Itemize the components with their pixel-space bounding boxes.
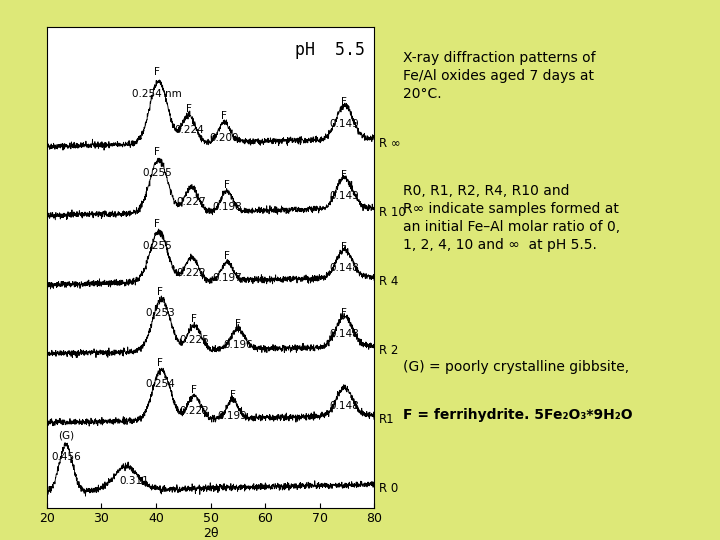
Text: F: F — [221, 111, 228, 122]
Text: X-ray diffraction patterns of
Fe/Al oxides aged 7 days at
20°C.: X-ray diffraction patterns of Fe/Al oxid… — [403, 51, 596, 101]
Text: R 0: R 0 — [379, 482, 398, 495]
Text: 0.255: 0.255 — [143, 241, 172, 251]
Text: R1: R1 — [379, 413, 395, 426]
Text: F: F — [186, 104, 192, 114]
Text: 0.227: 0.227 — [176, 197, 207, 207]
Text: 0.222: 0.222 — [179, 407, 209, 416]
Text: F: F — [341, 170, 347, 180]
Text: (G): (G) — [58, 430, 74, 441]
Text: 0.311: 0.311 — [120, 476, 149, 485]
Text: 0.148: 0.148 — [330, 263, 359, 273]
Text: 0.148: 0.148 — [330, 329, 359, 339]
Text: 0.149: 0.149 — [330, 119, 359, 129]
Text: 0.456: 0.456 — [51, 451, 81, 462]
Text: 0.197: 0.197 — [212, 273, 242, 282]
Text: R0, R1, R2, R4, R10 and
R∞ indicate samples formed at
an initial Fe–Al molar rat: R0, R1, R2, R4, R10 and R∞ indicate samp… — [403, 185, 621, 252]
Text: 0.196: 0.196 — [223, 340, 253, 350]
Text: 0.200: 0.200 — [210, 132, 239, 143]
Text: F: F — [192, 314, 197, 324]
Text: 0.222: 0.222 — [176, 268, 207, 278]
Text: F: F — [154, 147, 160, 157]
Text: F: F — [154, 68, 160, 77]
Text: F: F — [341, 97, 347, 107]
Text: pH  5.5: pH 5.5 — [294, 42, 364, 59]
Text: F = ferrihydrite. 5Fe₂O₃*9H₂O: F = ferrihydrite. 5Fe₂O₃*9H₂O — [403, 408, 633, 422]
Text: 0.254 nm: 0.254 nm — [132, 89, 182, 99]
Text: F: F — [154, 219, 160, 230]
Text: R 10: R 10 — [379, 206, 405, 219]
Text: F: F — [224, 180, 230, 190]
Text: 0.255: 0.255 — [143, 168, 172, 178]
Text: 0.253: 0.253 — [145, 308, 175, 319]
Text: F: F — [341, 308, 347, 318]
Text: 0.224: 0.224 — [174, 125, 204, 135]
Text: R ∞: R ∞ — [379, 137, 400, 150]
Text: 0.198: 0.198 — [212, 201, 242, 212]
X-axis label: 2θ: 2θ — [203, 527, 218, 540]
Text: 0.225: 0.225 — [179, 335, 209, 346]
Text: R 4: R 4 — [379, 275, 398, 288]
Text: F: F — [157, 287, 163, 297]
Text: R 2: R 2 — [379, 344, 398, 357]
Text: (G) = poorly crystalline gibbsite,: (G) = poorly crystalline gibbsite, — [403, 360, 629, 374]
Text: 0.199: 0.199 — [217, 411, 247, 421]
Text: 0.148: 0.148 — [330, 401, 359, 411]
Text: F: F — [230, 389, 235, 400]
Text: F: F — [235, 319, 240, 328]
Text: F: F — [157, 357, 163, 368]
Text: F: F — [192, 385, 197, 395]
Text: 0.149: 0.149 — [330, 191, 359, 201]
Text: F: F — [224, 251, 230, 261]
Text: F: F — [341, 242, 347, 252]
Text: 0.254: 0.254 — [145, 379, 175, 389]
